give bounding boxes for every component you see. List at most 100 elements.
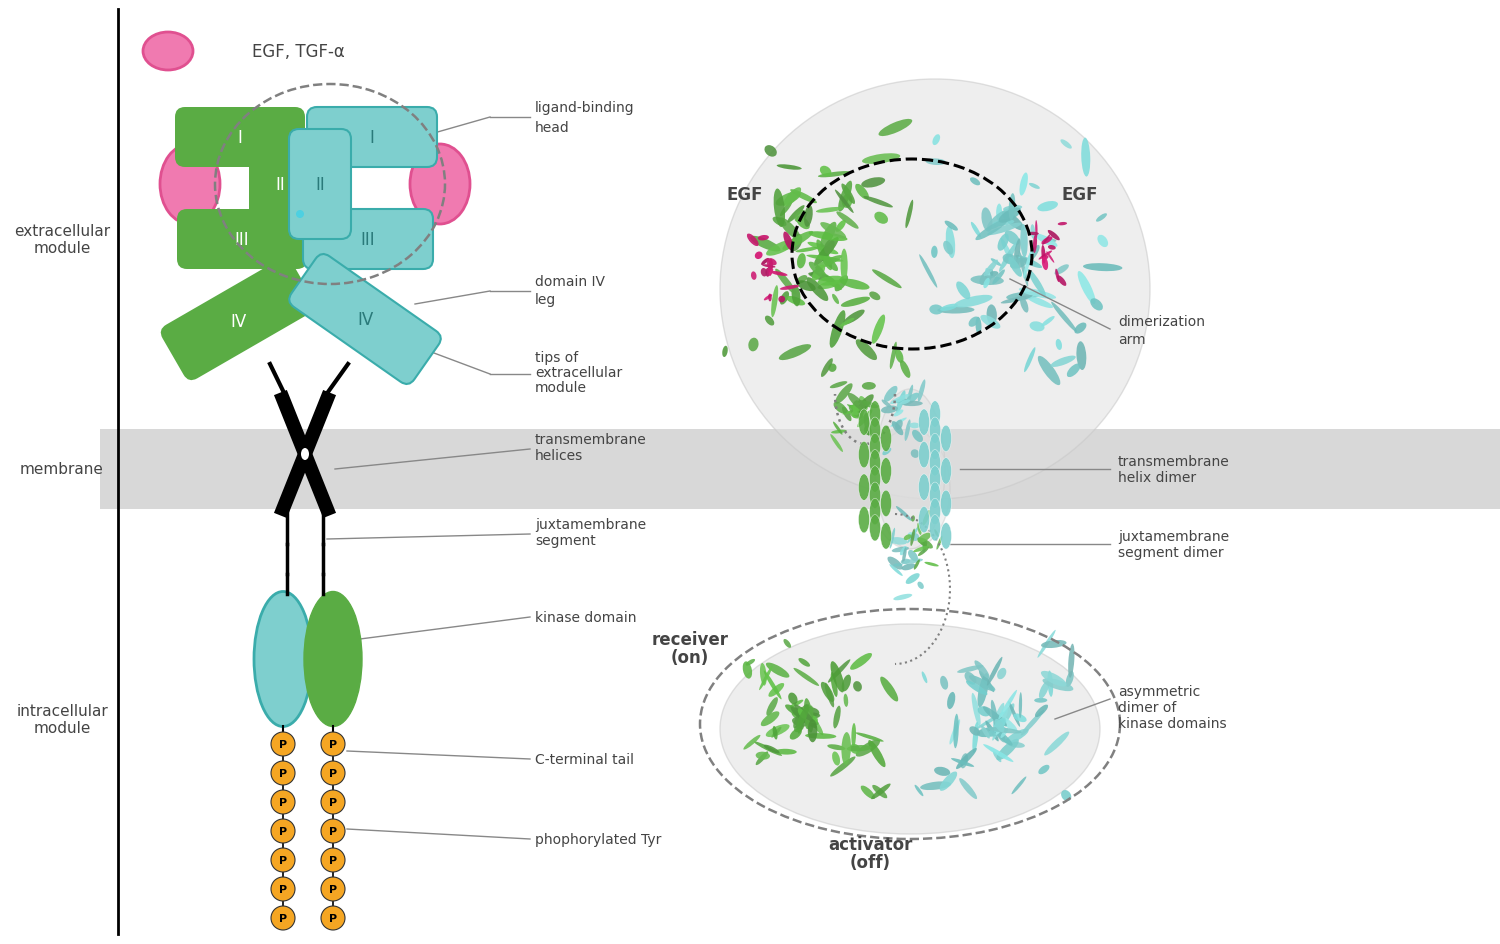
Ellipse shape	[754, 742, 782, 756]
Ellipse shape	[998, 668, 1006, 680]
Ellipse shape	[980, 671, 994, 692]
Ellipse shape	[920, 782, 951, 790]
Ellipse shape	[850, 405, 862, 412]
Bar	[100, 430, 1500, 510]
Ellipse shape	[1066, 364, 1080, 378]
Ellipse shape	[1029, 232, 1039, 236]
Ellipse shape	[828, 364, 837, 373]
Ellipse shape	[748, 338, 759, 352]
Ellipse shape	[945, 222, 958, 231]
Ellipse shape	[981, 209, 993, 232]
Ellipse shape	[1034, 699, 1047, 703]
Ellipse shape	[843, 311, 864, 325]
Ellipse shape	[1035, 234, 1058, 247]
Ellipse shape	[790, 707, 818, 729]
Ellipse shape	[764, 671, 782, 700]
Ellipse shape	[812, 265, 825, 281]
Ellipse shape	[852, 410, 862, 415]
Ellipse shape	[992, 220, 1014, 227]
Ellipse shape	[1056, 340, 1062, 350]
Ellipse shape	[1096, 214, 1107, 223]
Ellipse shape	[975, 219, 1008, 241]
Ellipse shape	[987, 305, 998, 326]
Ellipse shape	[1019, 251, 1028, 287]
Ellipse shape	[756, 751, 768, 766]
Ellipse shape	[766, 259, 772, 272]
Text: P: P	[328, 739, 338, 750]
Ellipse shape	[900, 400, 910, 405]
Ellipse shape	[807, 256, 843, 262]
Ellipse shape	[862, 382, 876, 390]
Ellipse shape	[934, 767, 950, 776]
Ellipse shape	[930, 466, 940, 493]
Ellipse shape	[764, 295, 772, 301]
Text: helices: helices	[536, 448, 584, 463]
Ellipse shape	[830, 311, 846, 348]
Circle shape	[321, 848, 345, 872]
Ellipse shape	[932, 246, 938, 259]
Ellipse shape	[890, 343, 897, 370]
Ellipse shape	[816, 240, 833, 271]
Ellipse shape	[939, 771, 957, 791]
Ellipse shape	[815, 238, 839, 266]
Ellipse shape	[870, 482, 880, 509]
Text: extracellular
module: extracellular module	[13, 224, 110, 256]
Ellipse shape	[849, 411, 859, 419]
Ellipse shape	[976, 728, 998, 737]
Ellipse shape	[1034, 235, 1036, 254]
Ellipse shape	[821, 223, 846, 240]
Ellipse shape	[1014, 714, 1026, 722]
Ellipse shape	[296, 211, 304, 219]
Ellipse shape	[778, 218, 801, 241]
Ellipse shape	[792, 285, 801, 307]
FancyBboxPatch shape	[177, 210, 308, 270]
Ellipse shape	[858, 475, 870, 501]
Ellipse shape	[909, 423, 920, 429]
Ellipse shape	[946, 227, 956, 259]
Text: EGF: EGF	[726, 186, 764, 204]
Ellipse shape	[871, 315, 885, 345]
Ellipse shape	[882, 448, 891, 456]
Ellipse shape	[830, 757, 855, 777]
Ellipse shape	[914, 547, 928, 552]
Ellipse shape	[783, 231, 813, 251]
Ellipse shape	[930, 434, 940, 461]
Ellipse shape	[754, 252, 762, 260]
Ellipse shape	[1016, 256, 1042, 269]
Ellipse shape	[858, 403, 864, 420]
Ellipse shape	[982, 745, 1014, 762]
Ellipse shape	[964, 672, 976, 685]
Text: P: P	[279, 913, 286, 923]
Ellipse shape	[998, 234, 1010, 251]
Ellipse shape	[750, 237, 780, 252]
Ellipse shape	[802, 707, 819, 716]
Ellipse shape	[766, 663, 789, 678]
Ellipse shape	[915, 784, 924, 797]
Ellipse shape	[970, 276, 1004, 286]
Ellipse shape	[776, 749, 796, 755]
Ellipse shape	[1035, 705, 1048, 717]
Ellipse shape	[856, 410, 873, 428]
Ellipse shape	[771, 727, 782, 738]
Ellipse shape	[861, 785, 874, 800]
Ellipse shape	[987, 224, 1022, 236]
Text: (off): (off)	[849, 853, 891, 871]
Ellipse shape	[918, 548, 928, 556]
Ellipse shape	[825, 683, 834, 708]
Ellipse shape	[837, 212, 858, 229]
Ellipse shape	[815, 256, 843, 270]
Ellipse shape	[1002, 211, 1025, 231]
Ellipse shape	[902, 401, 922, 407]
Ellipse shape	[940, 491, 951, 517]
Ellipse shape	[160, 144, 220, 225]
Ellipse shape	[896, 349, 903, 363]
Text: C-terminal tail: C-terminal tail	[536, 752, 634, 767]
Ellipse shape	[796, 276, 807, 284]
Ellipse shape	[798, 713, 820, 719]
Ellipse shape	[940, 304, 958, 312]
Ellipse shape	[856, 740, 880, 757]
Ellipse shape	[808, 273, 834, 282]
Ellipse shape	[986, 269, 990, 279]
Ellipse shape	[1028, 245, 1039, 262]
Ellipse shape	[798, 709, 804, 720]
